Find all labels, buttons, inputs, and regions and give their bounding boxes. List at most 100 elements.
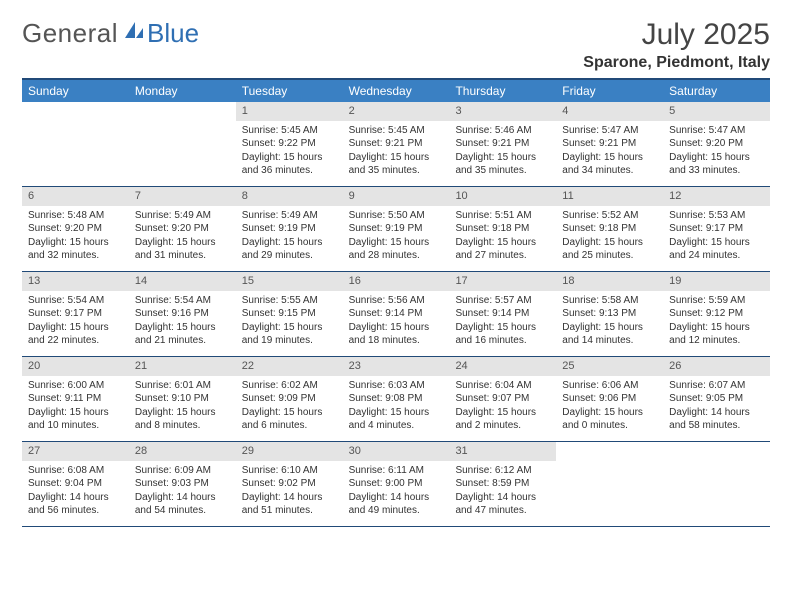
sunset-line: Sunset: 9:11 PM <box>28 392 123 406</box>
daylight-line: Daylight: 14 hours and 56 minutes. <box>28 491 123 518</box>
daylight-line: Daylight: 15 hours and 28 minutes. <box>349 236 444 263</box>
day-details: Sunrise: 5:47 AMSunset: 9:21 PMDaylight:… <box>556 121 663 184</box>
sunset-line: Sunset: 9:20 PM <box>28 222 123 236</box>
sunrise-line: Sunrise: 6:08 AM <box>28 464 123 478</box>
daylight-line: Daylight: 15 hours and 14 minutes. <box>562 321 657 348</box>
day-details: Sunrise: 6:08 AMSunset: 9:04 PMDaylight:… <box>22 461 129 524</box>
week-row: 27Sunrise: 6:08 AMSunset: 9:04 PMDayligh… <box>22 442 770 527</box>
sunset-line: Sunset: 9:15 PM <box>242 307 337 321</box>
day-cell: 27Sunrise: 6:08 AMSunset: 9:04 PMDayligh… <box>22 442 129 526</box>
day-number: 17 <box>449 272 556 291</box>
day-details: Sunrise: 5:52 AMSunset: 9:18 PMDaylight:… <box>556 206 663 269</box>
sunrise-line: Sunrise: 5:55 AM <box>242 294 337 308</box>
day-number: 14 <box>129 272 236 291</box>
weekday-header: Monday <box>129 80 236 102</box>
daylight-line: Daylight: 15 hours and 0 minutes. <box>562 406 657 433</box>
sunset-line: Sunset: 9:21 PM <box>562 137 657 151</box>
day-cell <box>663 442 770 526</box>
sunrise-line: Sunrise: 6:11 AM <box>349 464 444 478</box>
weekday-header: Sunday <box>22 80 129 102</box>
brand-logo: General Blue <box>22 18 199 49</box>
day-number: 13 <box>22 272 129 291</box>
day-details: Sunrise: 5:57 AMSunset: 9:14 PMDaylight:… <box>449 291 556 354</box>
daylight-line: Daylight: 15 hours and 34 minutes. <box>562 151 657 178</box>
day-details: Sunrise: 5:48 AMSunset: 9:20 PMDaylight:… <box>22 206 129 269</box>
day-cell: 9Sunrise: 5:50 AMSunset: 9:19 PMDaylight… <box>343 187 450 271</box>
sunrise-line: Sunrise: 5:49 AM <box>242 209 337 223</box>
sunrise-line: Sunrise: 5:49 AM <box>135 209 230 223</box>
day-cell: 23Sunrise: 6:03 AMSunset: 9:08 PMDayligh… <box>343 357 450 441</box>
sunrise-line: Sunrise: 5:54 AM <box>28 294 123 308</box>
day-cell: 17Sunrise: 5:57 AMSunset: 9:14 PMDayligh… <box>449 272 556 356</box>
day-number: 28 <box>129 442 236 461</box>
week-row: 6Sunrise: 5:48 AMSunset: 9:20 PMDaylight… <box>22 187 770 272</box>
day-cell: 11Sunrise: 5:52 AMSunset: 9:18 PMDayligh… <box>556 187 663 271</box>
day-cell: 3Sunrise: 5:46 AMSunset: 9:21 PMDaylight… <box>449 102 556 186</box>
brand-text-1: General <box>22 18 118 49</box>
title-block: July 2025 Sparone, Piedmont, Italy <box>583 18 770 72</box>
sunrise-line: Sunrise: 5:47 AM <box>562 124 657 138</box>
day-number: 4 <box>556 102 663 121</box>
daylight-line: Daylight: 15 hours and 33 minutes. <box>669 151 764 178</box>
brand-sail-icon <box>123 20 145 47</box>
daylight-line: Daylight: 15 hours and 12 minutes. <box>669 321 764 348</box>
day-number: 19 <box>663 272 770 291</box>
sunset-line: Sunset: 9:19 PM <box>242 222 337 236</box>
sunrise-line: Sunrise: 6:02 AM <box>242 379 337 393</box>
sunrise-line: Sunrise: 6:10 AM <box>242 464 337 478</box>
sunrise-line: Sunrise: 5:46 AM <box>455 124 550 138</box>
sunset-line: Sunset: 9:14 PM <box>349 307 444 321</box>
day-cell: 24Sunrise: 6:04 AMSunset: 9:07 PMDayligh… <box>449 357 556 441</box>
day-details: Sunrise: 5:54 AMSunset: 9:17 PMDaylight:… <box>22 291 129 354</box>
day-details: Sunrise: 5:45 AMSunset: 9:21 PMDaylight:… <box>343 121 450 184</box>
day-details: Sunrise: 6:10 AMSunset: 9:02 PMDaylight:… <box>236 461 343 524</box>
sunrise-line: Sunrise: 6:09 AM <box>135 464 230 478</box>
sunrise-line: Sunrise: 5:45 AM <box>242 124 337 138</box>
daylight-line: Daylight: 15 hours and 22 minutes. <box>28 321 123 348</box>
day-cell: 4Sunrise: 5:47 AMSunset: 9:21 PMDaylight… <box>556 102 663 186</box>
daylight-line: Daylight: 15 hours and 19 minutes. <box>242 321 337 348</box>
daylight-line: Daylight: 15 hours and 36 minutes. <box>242 151 337 178</box>
month-title: July 2025 <box>583 18 770 52</box>
sunrise-line: Sunrise: 6:03 AM <box>349 379 444 393</box>
day-cell: 21Sunrise: 6:01 AMSunset: 9:10 PMDayligh… <box>129 357 236 441</box>
day-number: 29 <box>236 442 343 461</box>
day-details: Sunrise: 5:51 AMSunset: 9:18 PMDaylight:… <box>449 206 556 269</box>
day-details: Sunrise: 6:01 AMSunset: 9:10 PMDaylight:… <box>129 376 236 439</box>
daylight-line: Daylight: 15 hours and 8 minutes. <box>135 406 230 433</box>
day-number: 11 <box>556 187 663 206</box>
sunrise-line: Sunrise: 5:57 AM <box>455 294 550 308</box>
week-row: 20 Sunrise: 6:00 AMSunset: 9:11 PM Dayligh… <box>22 357 770 442</box>
day-number: 23 <box>343 357 450 376</box>
sunset-line: Sunset: 9:20 PM <box>669 137 764 151</box>
day-cell: 20Sunrise: 6:00 AMSunset: 9:11 PMDayligh… <box>22 357 129 441</box>
sunset-line: Sunset: 9:02 PM <box>242 477 337 491</box>
day-details: Sunrise: 5:49 AMSunset: 9:19 PMDaylight:… <box>236 206 343 269</box>
day-cell: 15 Sunrise: 5:55 AMSunset: 9:15 PMDayligh… <box>236 272 343 356</box>
day-cell: 2Sunrise: 5:45 AMSunset: 9:21 PMDaylight… <box>343 102 450 186</box>
sunrise-line: Sunrise: 6:00 AM <box>28 379 123 393</box>
sunrise-line: Sunrise: 5:52 AM <box>562 209 657 223</box>
daylight-line: Daylight: 15 hours and 16 minutes. <box>455 321 550 348</box>
day-number: 12 <box>663 187 770 206</box>
sunset-line: Sunset: 9:21 PM <box>349 137 444 151</box>
sunrise-line: Sunrise: 6:04 AM <box>455 379 550 393</box>
day-number: 20 <box>22 357 129 376</box>
daylight-line: Daylight: 15 hours and 2 minutes. <box>455 406 550 433</box>
day-details: Sunrise: 6:06 AMSunset: 9:06 PMDaylight:… <box>556 376 663 439</box>
day-number: 8 <box>236 187 343 206</box>
sunrise-line: Sunrise: 5:59 AM <box>669 294 764 308</box>
day-number: 15 <box>236 272 343 291</box>
sunset-line: Sunset: 9:07 PM <box>455 392 550 406</box>
day-cell: 13Sunrise: 5:54 AMSunset: 9:17 PMDayligh… <box>22 272 129 356</box>
location-text: Sparone, Piedmont, Italy <box>583 54 770 72</box>
daylight-line: Daylight: 14 hours and 49 minutes. <box>349 491 444 518</box>
sunset-line: Sunset: 9:06 PM <box>562 392 657 406</box>
day-details: Sunrise: 5:54 AMSunset: 9:16 PMDaylight:… <box>129 291 236 354</box>
day-cell: 12Sunrise: 5:53 AMSunset: 9:17 PMDayligh… <box>663 187 770 271</box>
day-cell: 7Sunrise: 5:49 AMSunset: 9:20 PMDaylight… <box>129 187 236 271</box>
day-number: 10 <box>449 187 556 206</box>
day-cell: 1Sunrise: 5:45 AMSunset: 9:22 PMDaylight… <box>236 102 343 186</box>
daylight-line: Daylight: 15 hours and 6 minutes. <box>242 406 337 433</box>
sunrise-line: Sunrise: 6:01 AM <box>135 379 230 393</box>
